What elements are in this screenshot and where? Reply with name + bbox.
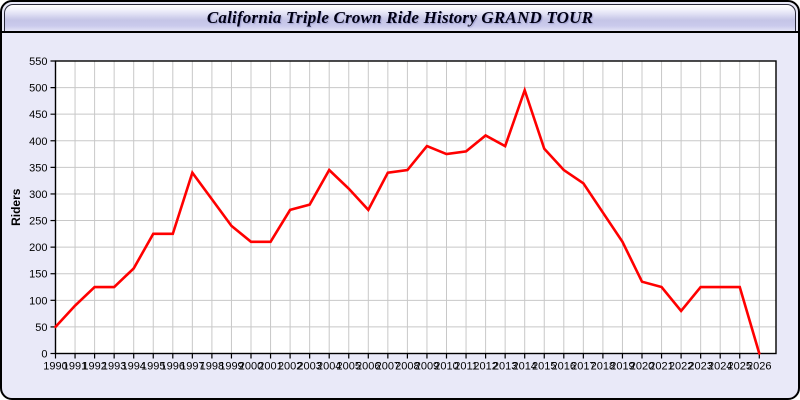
title-bar-strip: California Triple Crown Ride History GRA… <box>2 2 798 33</box>
y-tick-label: 350 <box>29 162 47 174</box>
page-title: California Triple Crown Ride History GRA… <box>206 8 594 27</box>
ride-history-chart: 0501001502002503003504004505005501990199… <box>9 56 777 373</box>
x-tick-label: 1992 <box>82 361 106 373</box>
x-tick-label: 2023 <box>688 361 712 373</box>
x-tick-label: 2021 <box>649 361 673 373</box>
x-tick-label: 2024 <box>708 361 732 373</box>
y-tick-label: 500 <box>29 83 47 95</box>
plot-border <box>54 60 777 355</box>
riders-series-line <box>54 86 761 355</box>
y-tick-label: 400 <box>29 136 47 148</box>
y-tick-label: 100 <box>29 295 47 307</box>
x-tick-label: 1998 <box>200 361 224 373</box>
x-tick-label: 2018 <box>591 361 615 373</box>
x-tick-label: 2026 <box>747 361 771 373</box>
x-tick-label: 2012 <box>473 361 497 373</box>
x-tick-label: 2019 <box>610 361 634 373</box>
y-tick-label: 0 <box>41 349 47 361</box>
y-tick-label: 50 <box>35 322 47 334</box>
x-tick-label: 1997 <box>180 361 204 373</box>
x-tick-label: 2006 <box>356 361 380 373</box>
x-tick-label: 2008 <box>395 361 419 373</box>
y-tick-label: 450 <box>29 109 47 121</box>
y-tick-label: 150 <box>29 269 47 281</box>
x-tick-label: 2013 <box>493 361 517 373</box>
x-tick-label: 1996 <box>161 361 185 373</box>
x-tick-label: 2022 <box>669 361 693 373</box>
x-tick-label: 2003 <box>297 361 321 373</box>
x-tick-label: 2015 <box>532 361 556 373</box>
y-tick-label: 550 <box>29 56 47 68</box>
x-tick-label: 2010 <box>434 361 458 373</box>
x-tick-label: 2016 <box>552 361 576 373</box>
x-tick-label: 1994 <box>121 361 145 373</box>
y-tick-label: 250 <box>29 216 47 228</box>
y-axis-title: Riders <box>9 188 23 226</box>
y-tick-label: 200 <box>29 242 47 254</box>
x-tick-label: 1990 <box>43 361 67 373</box>
x-tick-label: 2017 <box>571 361 595 373</box>
x-tick-label: 2025 <box>728 361 752 373</box>
chart-region: 0 50 100 150 200 250 300 350 400 450 500 550 1990 199… <box>2 33 798 398</box>
y-tick-label: 300 <box>29 189 47 201</box>
x-tick-label: 1991 <box>63 361 87 373</box>
x-tick-label: 2020 <box>630 361 654 373</box>
x-tick-label: 2004 <box>317 361 341 373</box>
x-tick-label: 2014 <box>512 361 536 373</box>
x-tick-label: 1999 <box>219 361 243 373</box>
title-bar: California Triple Crown Ride History GRA… <box>4 4 796 31</box>
plot-area <box>55 61 776 354</box>
x-tick-label: 2011 <box>454 361 478 373</box>
x-tick-label: 1993 <box>102 361 126 373</box>
x-tick-label: 2009 <box>415 361 439 373</box>
x-tick-label: 2001 <box>258 361 282 373</box>
x-tick-label: 2005 <box>337 361 361 373</box>
x-tick-label: 2007 <box>376 361 400 373</box>
x-tick-label: 2002 <box>278 361 302 373</box>
x-tick-label: 1995 <box>141 361 165 373</box>
x-tick-label: 2000 <box>239 361 263 373</box>
